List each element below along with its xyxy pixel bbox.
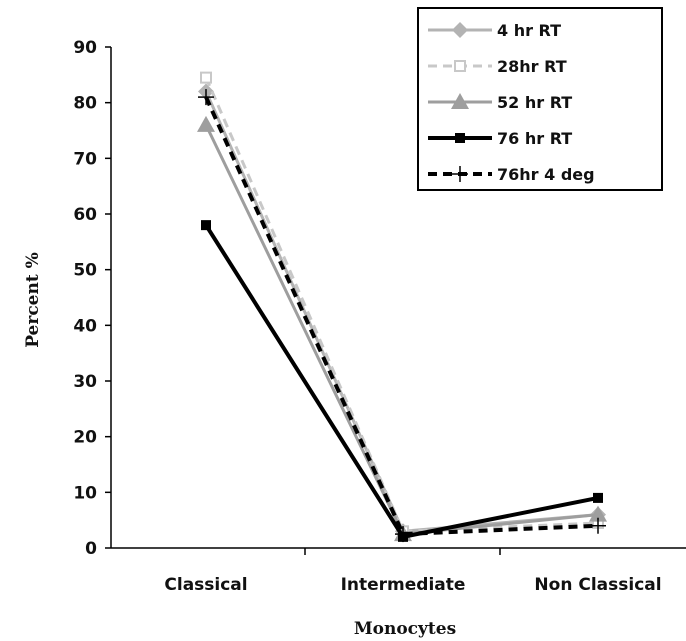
data-point: [201, 220, 211, 231]
ticks: 0 10 20 30 40 50 60 70 80 90 Classical Intermediate…: [73, 38, 661, 595]
y-tick-label: 50: [73, 261, 97, 281]
legend-label: 76 hr RT: [497, 129, 572, 148]
legend: 4 hr RT 28hr RT 52 hr RT 76 hr RT 76hr 4 deg: [417, 7, 663, 191]
y-tick-label: 60: [73, 205, 97, 225]
legend-label: 4 hr RT: [497, 21, 561, 40]
x-tick-label: Non Classical: [534, 575, 661, 595]
legend-label: 76hr 4 deg: [497, 165, 595, 184]
y-tick-label: 0: [85, 539, 97, 559]
axes: [110, 47, 686, 549]
legend-marker: [454, 60, 466, 72]
y-tick-label: 30: [73, 372, 97, 392]
y-axis-title: Percent %: [23, 252, 43, 348]
x-tick-label: Intermediate: [341, 575, 466, 595]
legend-marker: [455, 133, 465, 143]
series-5: [198, 89, 606, 543]
legend-label: 52 hr RT: [497, 93, 572, 112]
legend-marker: [452, 22, 468, 38]
y-tick-label: 80: [73, 94, 97, 114]
y-tick-label: 40: [73, 316, 97, 336]
data-point: [589, 505, 607, 522]
y-tick-label: 90: [73, 38, 97, 58]
series-4: [201, 220, 603, 542]
data-point: [200, 71, 212, 84]
x-tick-label: Classical: [164, 575, 247, 595]
series-layer: [197, 71, 607, 543]
y-tick-label: 70: [73, 149, 97, 169]
legend-label: 28hr RT: [497, 57, 567, 76]
y-tick-label: 10: [73, 483, 97, 503]
y-tick-label: 20: [73, 428, 97, 448]
legend-marker: [451, 93, 469, 109]
x-axis-title: Monocytes: [354, 619, 456, 639]
data-point: [197, 115, 215, 132]
data-point: [593, 492, 603, 503]
series-line: [204, 224, 599, 540]
